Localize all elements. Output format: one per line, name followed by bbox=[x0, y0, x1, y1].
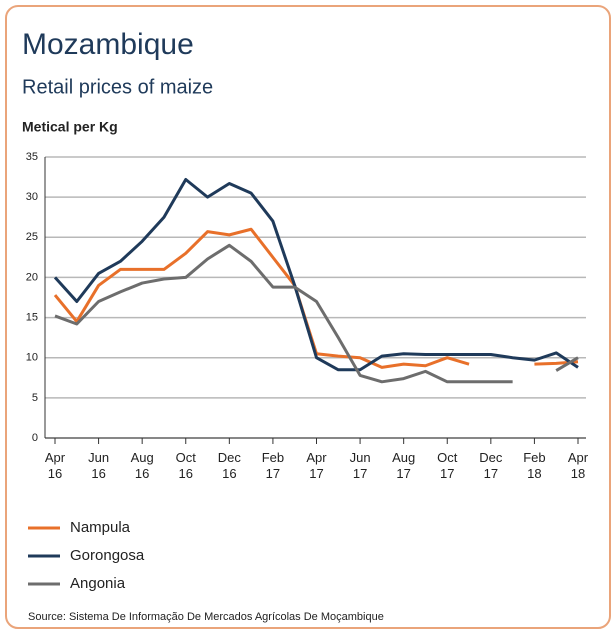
source: Source: Sistema De Informação De Mercado… bbox=[28, 611, 384, 623]
x-tick-label: Apr 18 bbox=[567, 450, 589, 481]
legend-label: Gorongosa bbox=[70, 547, 145, 564]
chart-title: Mozambique bbox=[22, 28, 194, 61]
x-tick-label: Dec 16 bbox=[217, 450, 241, 481]
x-tick-label: Oct 16 bbox=[175, 450, 196, 481]
y-tick-label: 30 bbox=[26, 191, 38, 203]
line-series bbox=[53, 177, 579, 372]
legend-label: Angonia bbox=[70, 575, 126, 592]
y-tick-label: 35 bbox=[26, 151, 38, 163]
x-tick-label: Apr 17 bbox=[306, 450, 327, 481]
y-tick-label: 5 bbox=[32, 392, 38, 404]
legend-label: Nampula bbox=[70, 519, 131, 536]
x-tick-label: Aug 16 bbox=[130, 450, 154, 481]
x-tick-label: Jun 16 bbox=[88, 450, 110, 481]
x-tick-label: Feb 17 bbox=[261, 450, 285, 481]
line-series bbox=[54, 243, 579, 384]
x-tick-label: Dec 17 bbox=[479, 450, 503, 481]
x-tick-label: Jun 17 bbox=[349, 450, 371, 481]
y-axis-label: Metical per Kg bbox=[22, 119, 118, 135]
y-tick-label: 10 bbox=[26, 352, 38, 364]
y-tick-label: 20 bbox=[26, 271, 38, 283]
y-tick-label: 25 bbox=[26, 231, 38, 243]
x-tick-label: Oct 17 bbox=[437, 450, 458, 481]
chart-subtitle: Retail prices of maize bbox=[22, 76, 213, 98]
y-tick-label: 0 bbox=[32, 432, 38, 444]
y-tick-label: 15 bbox=[26, 311, 38, 323]
x-tick-label: Aug 17 bbox=[392, 450, 416, 481]
x-tick-label: Apr 16 bbox=[44, 450, 66, 481]
x-tick-label: Feb 18 bbox=[523, 450, 546, 481]
